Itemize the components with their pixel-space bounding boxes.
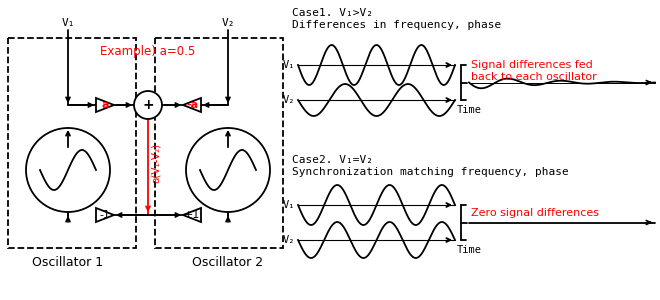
Bar bbox=[8, 38, 136, 248]
Text: Zero signal differences: Zero signal differences bbox=[471, 208, 599, 218]
Text: V₁: V₁ bbox=[282, 200, 295, 210]
Circle shape bbox=[186, 128, 270, 212]
Text: +1: +1 bbox=[184, 210, 200, 220]
Text: Case2. V₁=V₂: Case2. V₁=V₂ bbox=[292, 155, 373, 165]
Text: V₂: V₂ bbox=[282, 235, 295, 245]
Text: Time: Time bbox=[457, 105, 482, 115]
Text: a: a bbox=[101, 100, 109, 110]
Circle shape bbox=[134, 91, 162, 119]
Polygon shape bbox=[183, 208, 201, 222]
Text: Time: Time bbox=[457, 245, 482, 255]
Circle shape bbox=[26, 128, 110, 212]
Text: -a: -a bbox=[186, 100, 198, 110]
Text: V₁: V₁ bbox=[282, 60, 295, 70]
Text: -1: -1 bbox=[100, 210, 110, 220]
Text: V₂: V₂ bbox=[221, 18, 235, 28]
Text: Oscillator 1: Oscillator 1 bbox=[32, 256, 104, 269]
Text: +: + bbox=[142, 98, 154, 112]
Text: Example) a=0.5: Example) a=0.5 bbox=[100, 46, 195, 59]
Text: Signal differences fed
back to each oscillator: Signal differences fed back to each osci… bbox=[471, 60, 597, 82]
Polygon shape bbox=[96, 98, 114, 112]
Text: V₂: V₂ bbox=[282, 95, 295, 105]
Text: Case1. V₁>V₂: Case1. V₁>V₂ bbox=[292, 8, 373, 18]
Polygon shape bbox=[96, 208, 114, 222]
Polygon shape bbox=[183, 98, 201, 112]
Text: a(V₁-V₂): a(V₁-V₂) bbox=[151, 143, 161, 183]
Text: Synchronization matching frequency, phase: Synchronization matching frequency, phas… bbox=[292, 167, 569, 177]
Text: V₁: V₁ bbox=[61, 18, 75, 28]
Bar bbox=[155, 38, 283, 248]
Text: Differences in frequency, phase: Differences in frequency, phase bbox=[292, 20, 501, 30]
Text: Oscillator 2: Oscillator 2 bbox=[193, 256, 263, 269]
